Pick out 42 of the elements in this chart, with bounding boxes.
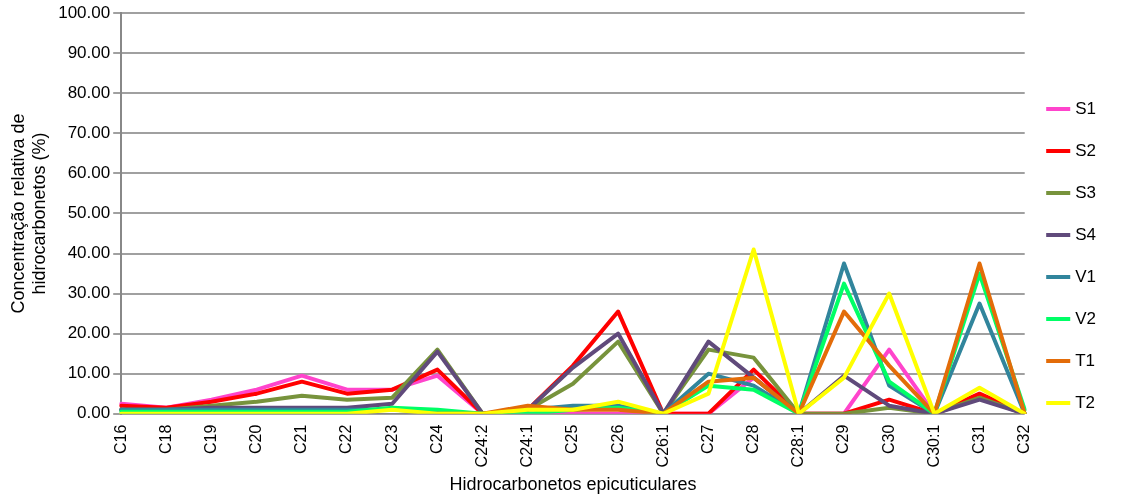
y-tick-label: 20.00 <box>67 323 111 343</box>
x-tick-label: C28 <box>744 424 762 455</box>
x-tick-label: C26:1 <box>653 424 671 468</box>
y-tick-label: 80.00 <box>67 82 111 102</box>
x-tick-label: C30:1 <box>924 424 942 468</box>
x-tick-label: C21 <box>292 424 310 455</box>
y-tick-label: 0.00 <box>77 403 111 423</box>
legend-label: S1 <box>1075 98 1096 118</box>
x-tick-label: C26 <box>608 424 626 455</box>
legend-label: T1 <box>1075 350 1096 370</box>
x-tick-label: C20 <box>247 424 265 455</box>
legend-label: S2 <box>1075 140 1096 160</box>
x-tick-label: C16 <box>111 424 129 455</box>
y-tick-label: 40.00 <box>67 243 111 263</box>
legend-label: S4 <box>1075 224 1096 244</box>
y-tick-label: 10.00 <box>67 363 111 383</box>
y-tick-label: 30.00 <box>67 283 111 303</box>
x-tick-label: C25 <box>563 424 581 455</box>
legend-label: V1 <box>1075 266 1096 286</box>
x-tick-label: C30 <box>879 424 897 455</box>
legend-label: V2 <box>1075 308 1096 328</box>
x-tick-label: C32 <box>1015 424 1033 455</box>
x-tick-label: C22 <box>337 424 355 455</box>
x-tick-label: C23 <box>382 424 400 455</box>
y-tick-label: 60.00 <box>67 163 111 183</box>
x-tick-label: C18 <box>156 424 174 455</box>
x-tick-label: C24 <box>427 424 445 455</box>
y-tick-label: 70.00 <box>67 123 111 143</box>
x-tick-label: C27 <box>698 424 716 455</box>
x-tick-label: C28:1 <box>789 424 807 468</box>
legend-label: T2 <box>1075 392 1096 412</box>
y-tick-label: 90.00 <box>67 42 111 62</box>
x-axis-title: Hidrocarbonetos epicuticulares <box>449 474 697 495</box>
x-tick-label: C29 <box>834 424 852 455</box>
x-tick-label: C24:1 <box>518 424 536 468</box>
x-tick-label: C31 <box>969 424 987 455</box>
legend-label: S3 <box>1075 182 1096 202</box>
x-tick-label: C19 <box>201 424 219 455</box>
y-tick-label: 100.00 <box>58 2 111 22</box>
y-axis-title: Concentração relativa de hidrocarbonetos (%) <box>7 113 50 314</box>
y-tick-label: 50.00 <box>67 203 111 223</box>
x-tick-label: C24:2 <box>473 424 491 468</box>
